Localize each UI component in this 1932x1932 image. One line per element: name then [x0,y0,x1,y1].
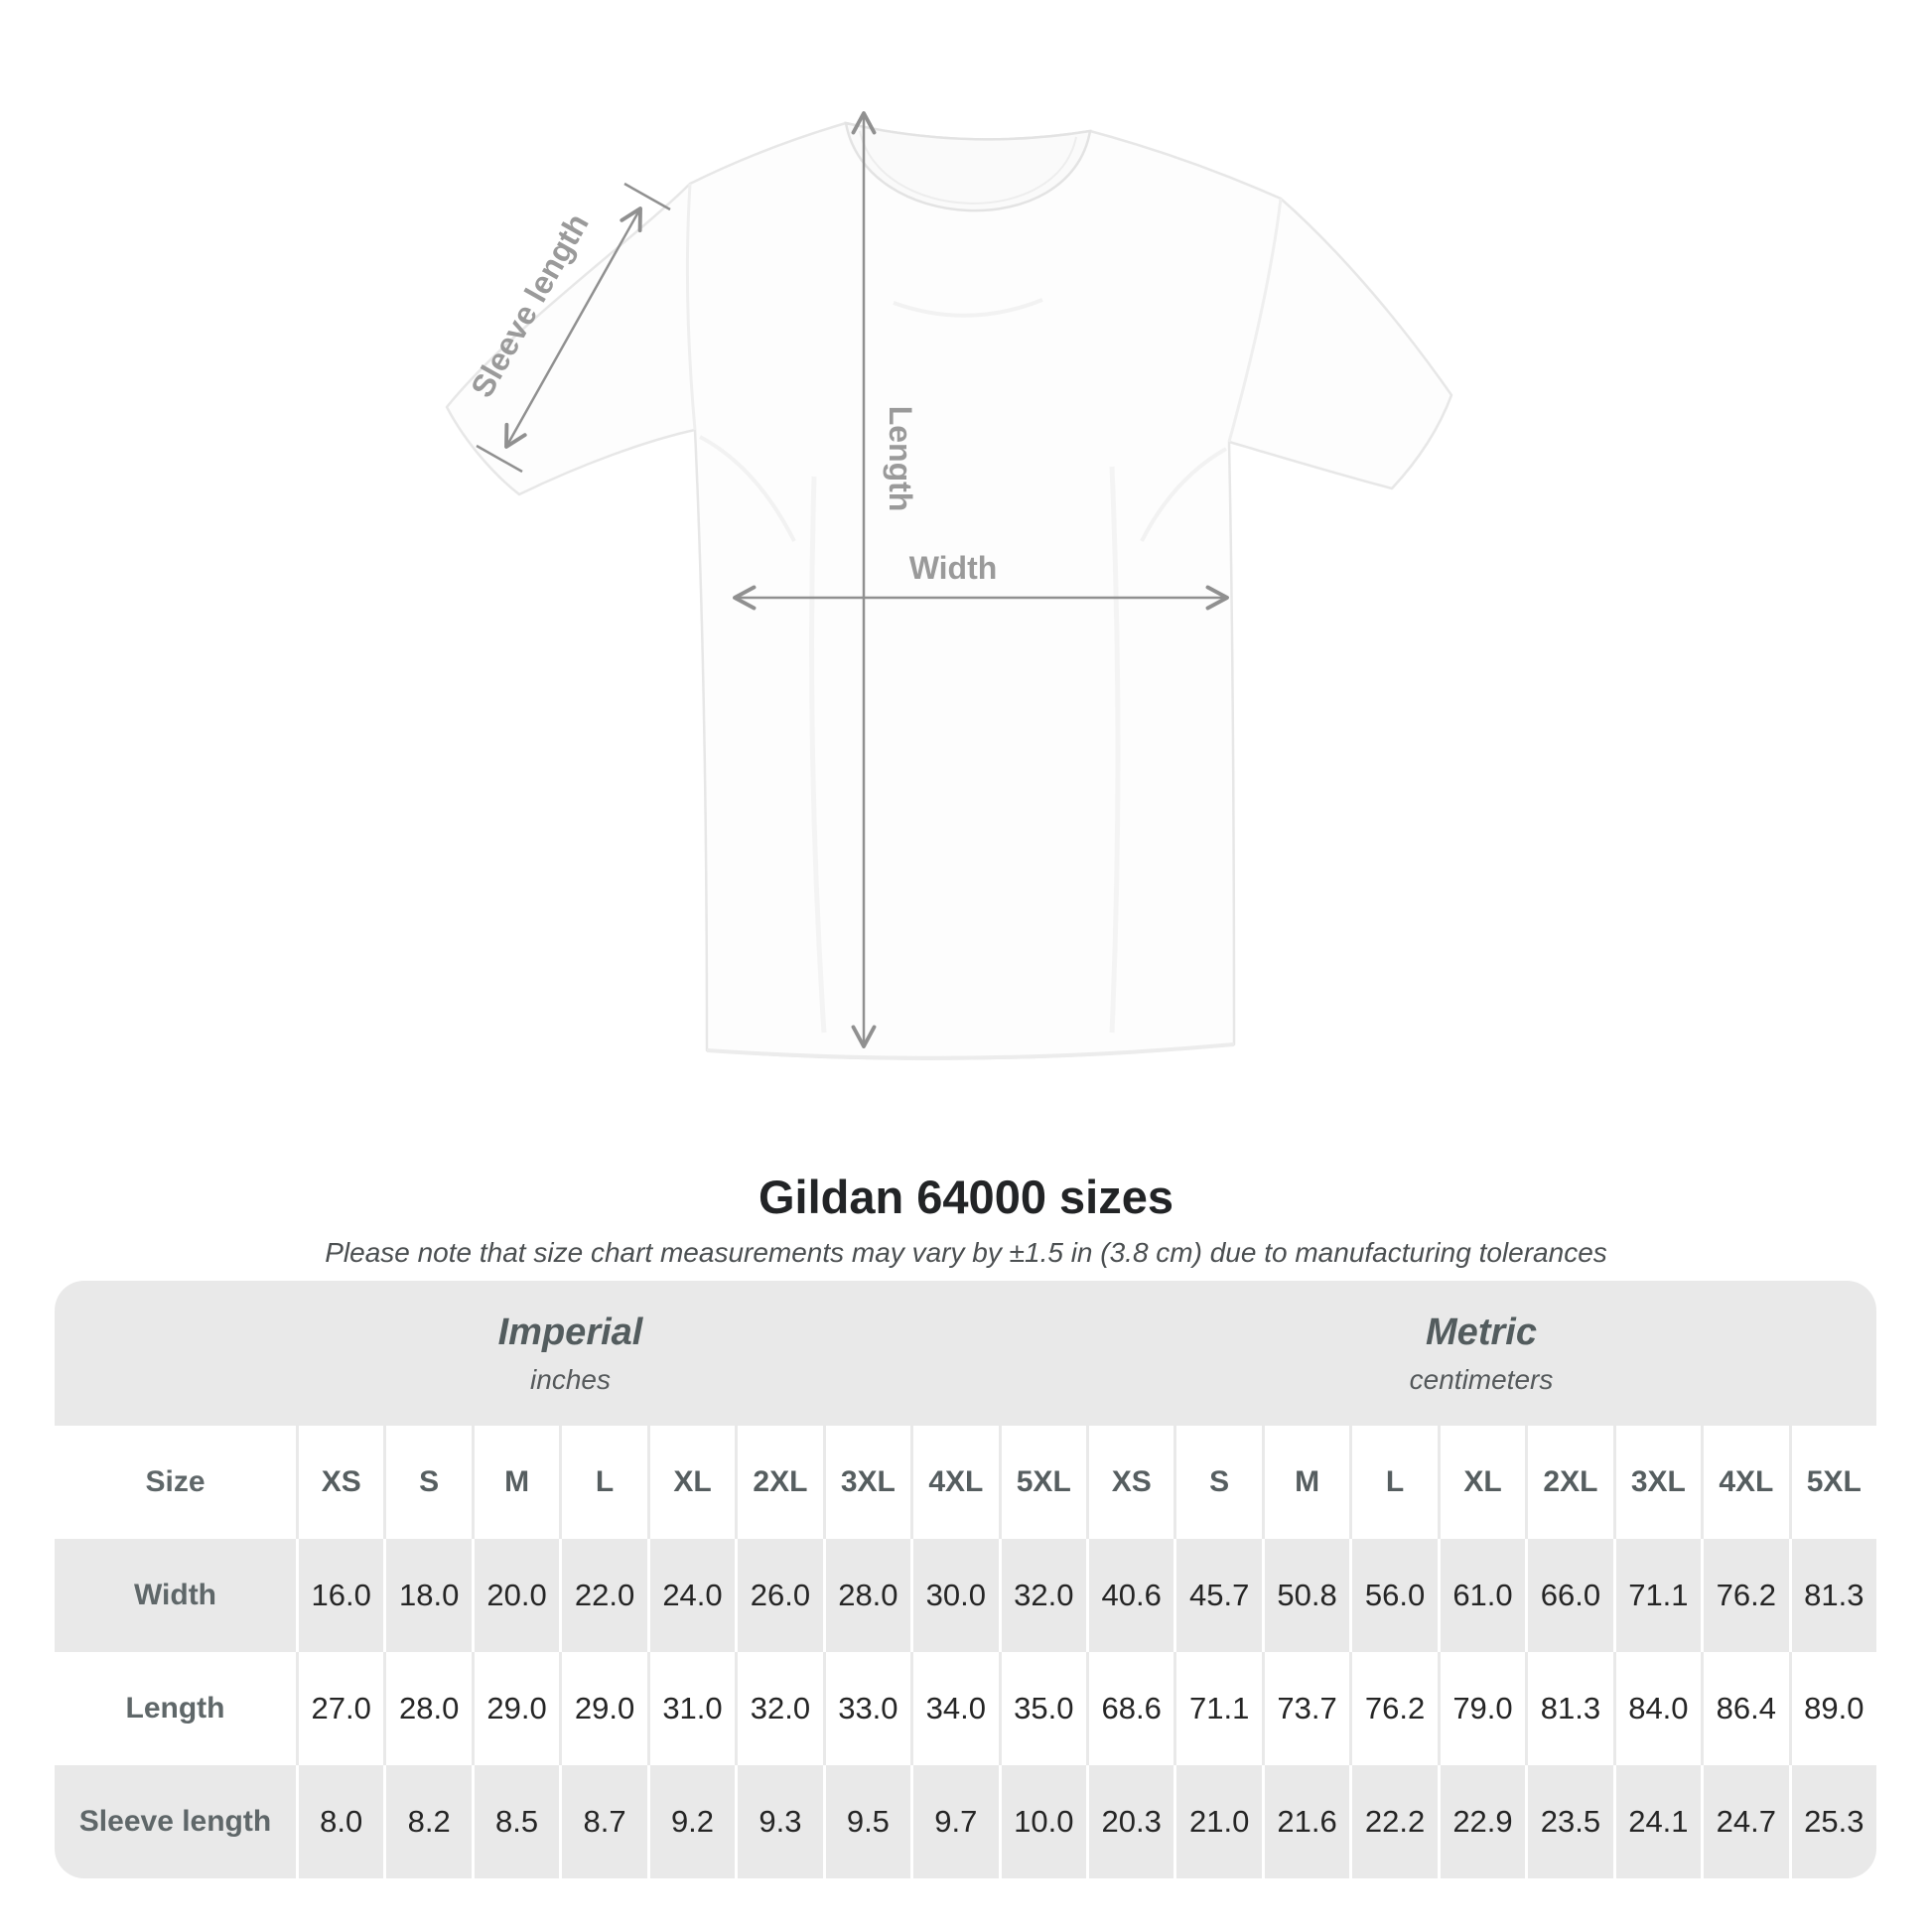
measurement-value-cell: 50.8 [1261,1539,1349,1652]
measurement-value-cell: 32.0 [735,1652,822,1765]
measurement-value-cell: 22.9 [1437,1765,1525,1878]
measurement-value-cell: 10.0 [998,1765,1086,1878]
measurement-value-cell: 71.1 [1612,1539,1701,1652]
measurement-value-cell: 28.0 [822,1539,910,1652]
size-header-row: Size XS S M L XL 2XL 3XL 4XL 5XL XS S M L XL 2XL 3XL 4XL 5… [55,1426,1876,1539]
measurement-value-cell: 68.6 [1085,1652,1173,1765]
measurement-value-cell: 21.0 [1173,1765,1261,1878]
size-header-cell: M [471,1426,559,1539]
measurement-value-cell: 21.6 [1261,1765,1349,1878]
measurement-value-cell: 84.0 [1612,1652,1701,1765]
size-header-cell: S [383,1426,471,1539]
measurement-value-cell: 81.3 [1788,1539,1876,1652]
size-header-cell: XS [296,1426,383,1539]
size-header-cell: 3XL [1612,1426,1701,1539]
size-header-cell: 4XL [1701,1426,1788,1539]
measurement-row-label: Sleeve length [78,1805,272,1838]
size-column-header: Size [145,1465,206,1498]
measurement-value-cell: 20.0 [471,1539,559,1652]
measurement-value-cell: 76.2 [1701,1539,1788,1652]
sleeve-length-arrow [504,207,642,449]
imperial-label: Imperial [497,1311,643,1353]
size-header-cell: L [1349,1426,1437,1539]
measurement-value-cell: 73.7 [1261,1652,1349,1765]
measurement-value-cell: 24.1 [1612,1765,1701,1878]
length-label: Length [883,406,918,512]
page-title: Gildan 64000 sizes [758,1171,1174,1223]
measurement-value-cell: 9.3 [735,1765,822,1878]
width-label: Width [909,550,998,586]
measurement-value-cell: 45.7 [1173,1539,1261,1652]
imperial-header: Imperial inches [55,1281,1086,1426]
measurement-value-cell: 71.1 [1173,1652,1261,1765]
measurement-value-cell: 56.0 [1349,1539,1437,1652]
measurement-value-cell: 30.0 [910,1539,998,1652]
measurement-value-cell: 8.2 [383,1765,471,1878]
measurement-value-cell: 27.0 [296,1652,383,1765]
measurement-value-cell: 66.0 [1525,1539,1612,1652]
imperial-unit: inches [530,1363,611,1395]
measurement-value-cell: 24.7 [1701,1765,1788,1878]
tolerance-note: Please note that size chart measurements… [325,1237,1607,1268]
length-row: Length 27.0 28.0 29.0 29.0 31.0 32.0 33.0 34.0 35… [55,1652,1876,1765]
measurement-value-cell: 89.0 [1788,1652,1876,1765]
measurement-value-cell: 8.7 [559,1765,646,1878]
sleeve-length-row: Sleeve length 8.0 8.2 8.5 8.7 9.2 9.3 9.5 9.7 10.… [55,1765,1876,1878]
measurement-value-cell: 22.2 [1349,1765,1437,1878]
size-header-cell: XS [1085,1426,1173,1539]
measurement-value-cell: 9.5 [822,1765,910,1878]
measurement-value-cell: 86.4 [1701,1652,1788,1765]
size-header-cell: 5XL [998,1426,1086,1539]
width-row: Width 16.0 18.0 20.0 22.0 24.0 26.0 28.0 30.0 32.… [55,1539,1876,1652]
metric-header: Metric centimeters [1086,1281,1876,1426]
size-header-cell: 3XL [822,1426,910,1539]
measurement-value-cell: 9.2 [646,1765,735,1878]
tshirt-measurement-diagram: Length Width Sleeve length [445,111,1453,1060]
metric-unit: centimeters [1409,1363,1554,1395]
measurement-value-cell: 31.0 [646,1652,735,1765]
measurement-row-label: Width [133,1579,217,1611]
measurement-value-cell: 40.6 [1085,1539,1173,1652]
size-header-cell: 4XL [910,1426,998,1539]
unit-header-row: Imperial inches Metric centimeters [55,1281,1876,1426]
measurement-value-cell: 24.0 [646,1539,735,1652]
size-header-cell: 2XL [735,1426,822,1539]
size-header-cell: 2XL [1525,1426,1612,1539]
measurement-value-cell: 61.0 [1437,1539,1525,1652]
size-table: Imperial inches Metric centimeters Size X… [55,1281,1876,1878]
size-header-cell: XL [1437,1426,1525,1539]
measurement-value-cell: 29.0 [471,1652,559,1765]
size-header-cell: L [559,1426,646,1539]
measurement-row-label: Length [125,1692,225,1725]
measurement-value-cell: 76.2 [1349,1652,1437,1765]
sleeve-tick-bottom [476,444,523,474]
size-header-cell: 5XL [1788,1426,1876,1539]
measurement-value-cell: 25.3 [1788,1765,1876,1878]
measurement-value-cell: 20.3 [1085,1765,1173,1878]
measurement-value-cell: 8.5 [471,1765,559,1878]
measurement-value-cell: 33.0 [822,1652,910,1765]
measurement-value-cell: 26.0 [735,1539,822,1652]
metric-label: Metric [1426,1311,1537,1353]
measurement-value-cell: 18.0 [383,1539,471,1652]
measurement-value-cell: 29.0 [559,1652,646,1765]
measurement-value-cell: 8.0 [296,1765,383,1878]
measurement-value-cell: 23.5 [1525,1765,1612,1878]
measurement-value-cell: 22.0 [559,1539,646,1652]
measurement-value-cell: 32.0 [998,1539,1086,1652]
size-header-cell: S [1173,1426,1261,1539]
measurement-value-cell: 34.0 [910,1652,998,1765]
measurement-value-cell: 81.3 [1525,1652,1612,1765]
tshirt-image [445,121,1453,1060]
size-header-cell: XL [646,1426,735,1539]
measurement-annotations [476,111,1229,1048]
size-header-cell: M [1261,1426,1349,1539]
measurement-value-cell: 16.0 [296,1539,383,1652]
measurement-value-cell: 35.0 [998,1652,1086,1765]
measurement-value-cell: 9.7 [910,1765,998,1878]
measurement-value-cell: 28.0 [383,1652,471,1765]
sleeve-tick-top [623,182,671,211]
measurement-value-cell: 79.0 [1437,1652,1525,1765]
